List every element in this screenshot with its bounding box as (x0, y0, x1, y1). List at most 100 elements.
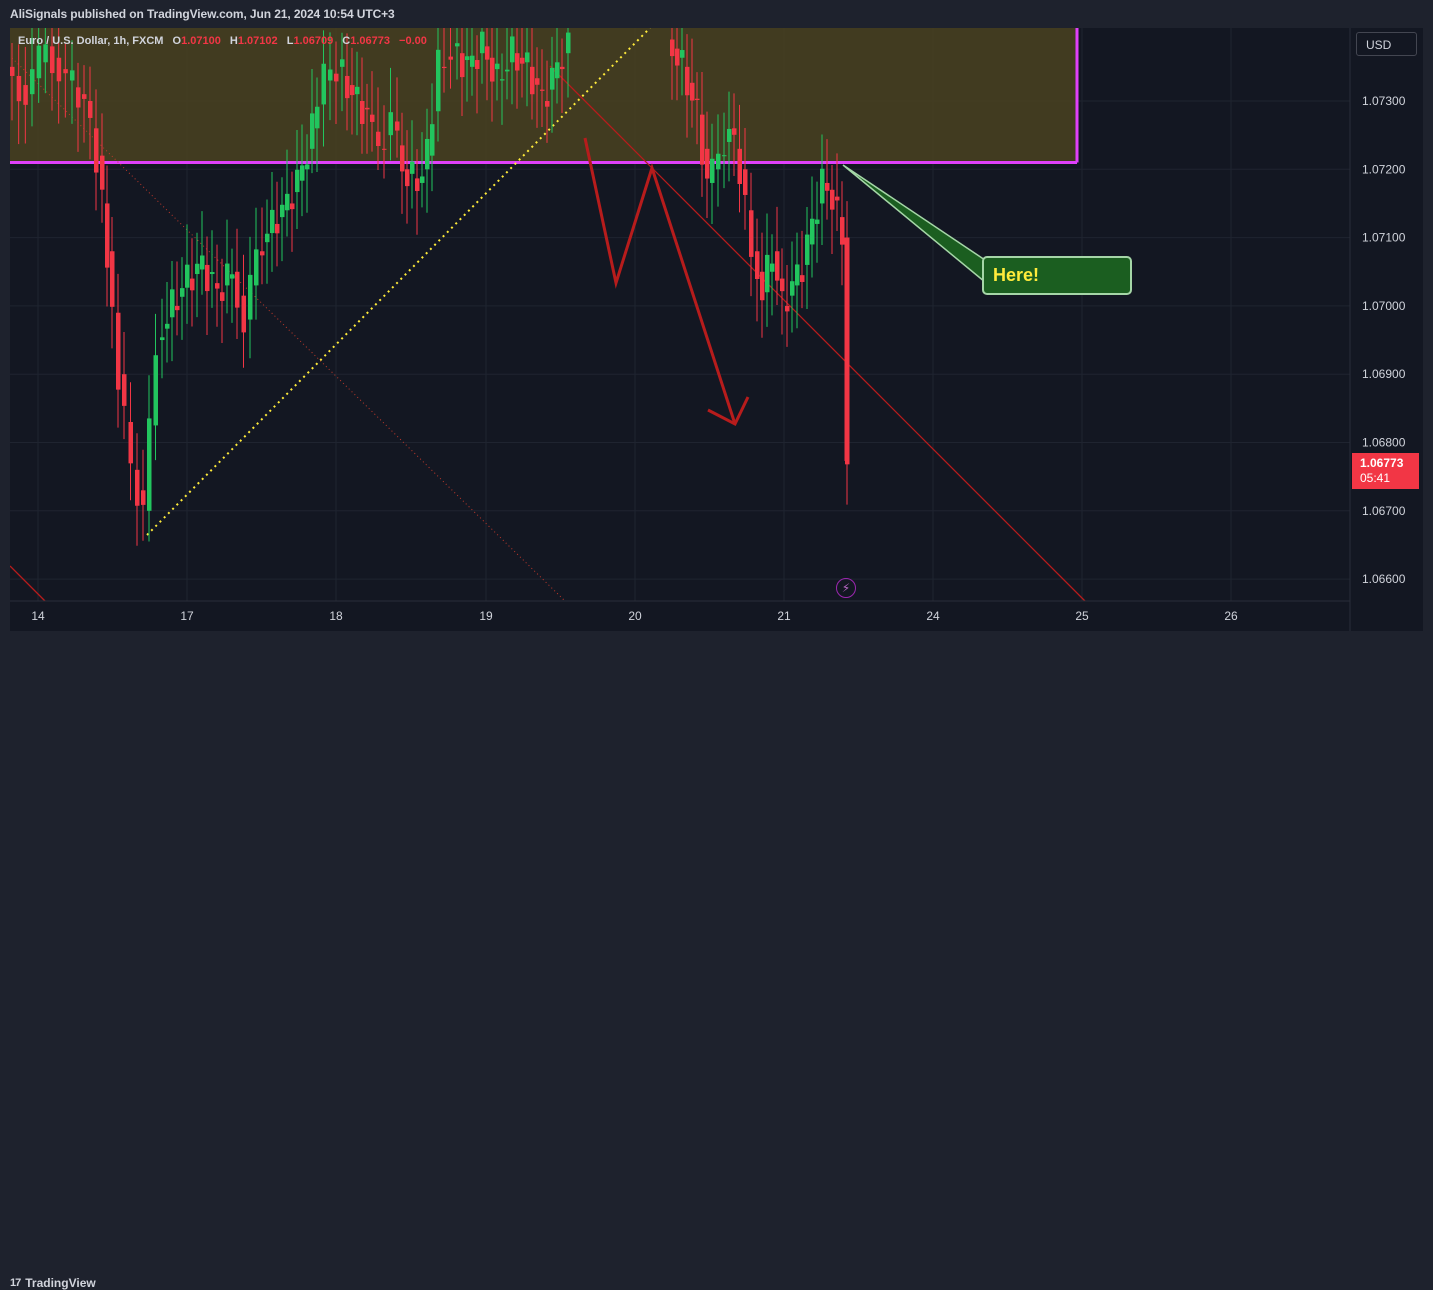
candle-body (425, 138, 430, 170)
bear-candle (749, 172, 754, 297)
bull-candle (328, 32, 333, 121)
price-chart[interactable]: 1.07300 1.07200 1.07100 1.07000 1.06900 1.068… (10, 28, 1423, 631)
tradingview-logo[interactable]: 17 TradingView (10, 1276, 96, 1290)
bear-candle (260, 207, 265, 285)
candle-body (520, 57, 525, 64)
candle-body (400, 145, 405, 172)
bull-candle (510, 28, 515, 105)
candle-body (63, 69, 68, 74)
candle-body (737, 148, 742, 185)
bear-candle (50, 28, 55, 111)
support-trend-line (146, 28, 651, 536)
candle-body (436, 49, 441, 112)
bear-candle (105, 165, 110, 307)
bull-candle (810, 176, 815, 278)
candle-body (835, 196, 840, 201)
candle-body (355, 86, 360, 95)
bull-candle (795, 232, 800, 329)
candle-body (695, 98, 700, 101)
candle-body (815, 219, 820, 224)
bull-candle (765, 213, 770, 327)
low-value: 1.06709 (293, 35, 334, 47)
bear-candle (545, 60, 550, 143)
candle-body (495, 63, 500, 70)
bear-candle (830, 164, 835, 255)
candle-body (135, 469, 140, 506)
bear-candle (175, 261, 180, 336)
y-tick-label: 1.06900 (1362, 367, 1406, 381)
y-tick-label: 1.07300 (1362, 94, 1406, 108)
candle-body (382, 148, 387, 150)
candle-body (82, 94, 87, 99)
bear-candle (82, 65, 87, 143)
candle-body (105, 203, 110, 268)
bear-candle (135, 433, 140, 546)
bear-candle (10, 42, 15, 121)
bull-candle (716, 114, 721, 207)
publisher-caption: AliSignals published on TradingView.com,… (10, 7, 395, 21)
bull-candle (680, 28, 685, 96)
bear-candle (560, 38, 565, 113)
bull-candle (310, 69, 315, 174)
x-tick-label: 19 (479, 609, 493, 623)
bolt-icon[interactable]: ⚡ (836, 578, 856, 598)
candle-body (350, 85, 355, 96)
y-tick-label: 1.06800 (1362, 436, 1406, 450)
bear-candle (63, 43, 68, 118)
candle-body (88, 101, 93, 118)
candle-body (765, 254, 770, 293)
candle-body (825, 182, 830, 191)
candle-body (430, 124, 435, 156)
candle-body (305, 164, 310, 170)
candle-body (185, 264, 190, 288)
candle-body (530, 66, 535, 95)
candle-body (780, 278, 785, 292)
candle-body (230, 274, 235, 279)
bear-candle (675, 28, 680, 101)
bear-candle (16, 44, 22, 145)
bear-candle (415, 149, 420, 235)
candle-body (225, 263, 230, 286)
candle-body (475, 60, 480, 69)
candle-body (190, 278, 195, 291)
bear-candle (530, 28, 535, 120)
candle-body (70, 70, 75, 81)
bull-candle (455, 28, 460, 80)
bull-candle (147, 375, 152, 542)
bear-candle (670, 28, 675, 100)
currency-button[interactable]: USD (1356, 32, 1417, 56)
candle-body (716, 153, 721, 170)
x-tick-label: 14 (31, 609, 45, 623)
candle-body (43, 44, 48, 63)
bear-candle (800, 230, 805, 309)
bear-candle (128, 382, 133, 501)
annotations (583, 137, 986, 427)
x-tick-label: 18 (329, 609, 343, 623)
candle-body (110, 251, 115, 307)
candle-body (755, 251, 760, 279)
bear-candle (241, 254, 246, 368)
candle-body (376, 131, 381, 147)
candle-body (235, 271, 240, 308)
bull-candle (70, 40, 75, 124)
bear-candle (695, 72, 700, 145)
high-value: 1.07102 (237, 35, 278, 47)
bear-candle (685, 34, 690, 138)
projection-arrowhead (707, 396, 750, 427)
candle-body (321, 63, 326, 105)
lower-trend-line (10, 565, 46, 602)
bull-candle (805, 207, 810, 309)
bear-candle (116, 273, 121, 428)
symbol-legend[interactable]: Euro / U.S. Dollar, 1h, FXCM O1.07100 H1… (18, 35, 427, 47)
bull-candle (43, 28, 48, 94)
candle-body (685, 66, 690, 96)
bull-candle (470, 28, 475, 96)
bear-candle (535, 47, 540, 128)
bull-candle (425, 108, 430, 213)
bull-candle (500, 53, 505, 125)
candle-body (388, 112, 393, 136)
tradingview-logo-text: TradingView (25, 1276, 96, 1290)
bull-candle (254, 207, 259, 320)
bear-candle (460, 28, 465, 116)
candle-body (128, 422, 133, 464)
